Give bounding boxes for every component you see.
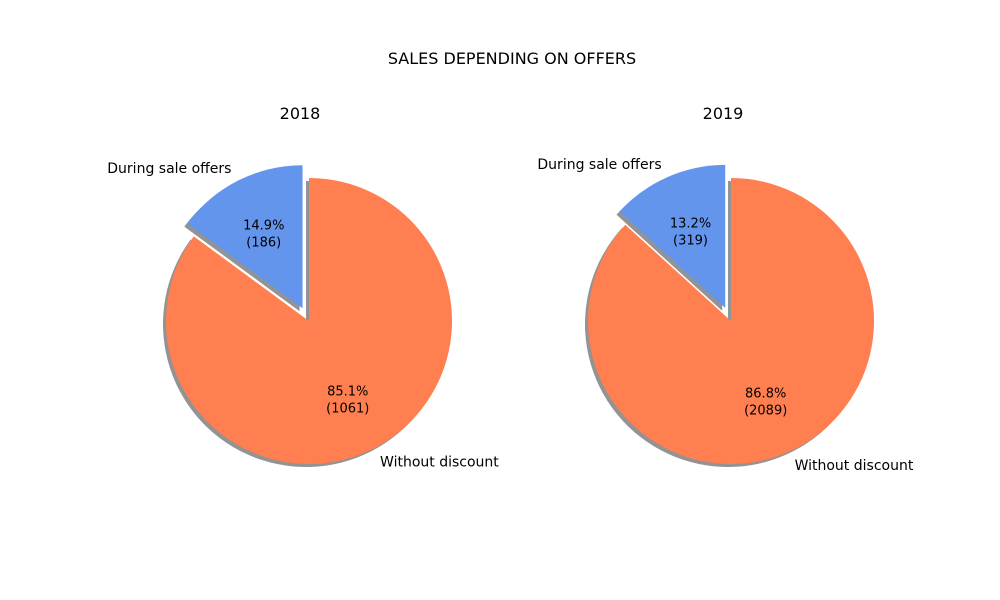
- slice-during-sale-offers: [619, 164, 726, 308]
- slice-percent-label: 85.1%: [327, 385, 368, 400]
- slice-percent-label: 86.8%: [745, 386, 786, 401]
- slice-without-discount: [166, 178, 452, 464]
- slice-label-without-discount: Without discount: [380, 454, 499, 470]
- pie-2019: During sale offers 13.2% (319) Without disc…: [537, 157, 913, 474]
- slice-percent-label: 14.9%: [243, 219, 284, 234]
- slice-during-sale-offers: [187, 165, 303, 309]
- subplot-title-2018: 2018: [280, 104, 321, 123]
- slice-percent-label: 13.2%: [670, 216, 711, 231]
- slice-label-without-discount: Without discount: [795, 458, 914, 474]
- slice-count-label: (186): [246, 236, 281, 251]
- slice-count-label: (2089): [744, 403, 787, 418]
- pie-2018: During sale offers 14.9% (186) Without disc…: [107, 161, 499, 470]
- slice-count-label: (1061): [326, 402, 369, 417]
- slice-without-discount: [588, 178, 874, 464]
- slice-label-during-sale-offers: During sale offers: [107, 161, 231, 177]
- subplot-title-2019: 2019: [703, 104, 744, 123]
- figure-title: SALES DEPENDING ON OFFERS: [388, 49, 636, 68]
- slice-count-label: (319): [673, 233, 708, 248]
- slice-label-during-sale-offers: During sale offers: [537, 157, 661, 173]
